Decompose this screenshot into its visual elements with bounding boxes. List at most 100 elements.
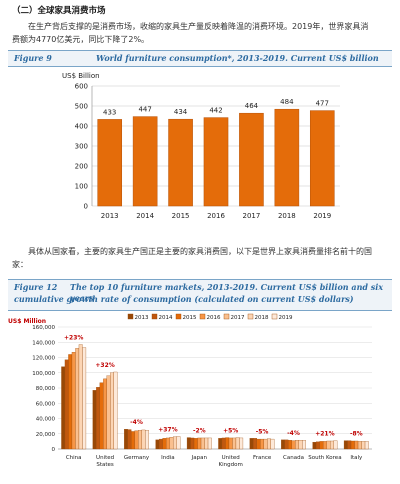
figure-12-xtick-label: Japan xyxy=(191,455,208,461)
figure-12-bar-france-2017 xyxy=(263,438,268,450)
figure-12-bar-italy-2015 xyxy=(350,440,355,450)
figure-12-ytick-label: 140,000 xyxy=(32,340,55,346)
figure-12-bar-united-kingdom-2015 xyxy=(225,437,230,450)
figure-12-bar-india-2015 xyxy=(162,438,167,450)
figure-12-legend-swatch-2019 xyxy=(271,313,278,320)
second-line-1: 具体从国家看，主要的家具生产国正是主要的家具消费国，以下是世界上家具消费量排名前… xyxy=(28,247,372,256)
figure-12-bar-india-2019 xyxy=(176,436,181,450)
figure-12-legend-swatch-2014 xyxy=(151,313,158,320)
intro-paragraph: 在生产背后支撑的是消费市场，收缩的家具生产量反映着降温的消费环境。2019年，世… xyxy=(12,20,392,46)
figure-12-bar-united-states-2014 xyxy=(96,387,101,450)
figure-12-bar-united-kingdom-2013 xyxy=(218,438,223,450)
figure-12-ytick-label: 60,000 xyxy=(36,401,56,407)
figure-12-bar-canada-2019 xyxy=(302,440,306,450)
figure-12-growth-label: -2% xyxy=(193,428,206,435)
figure-9-xtick-label: 2013 xyxy=(101,212,119,220)
figure-12-bar-india-2018 xyxy=(172,436,177,450)
figure-12-bar-canada-2018 xyxy=(298,440,303,450)
figure-9-data-label: 433 xyxy=(103,108,116,116)
figure-9-bar-2018 xyxy=(274,108,300,207)
figure-12-bar-united-states-2013 xyxy=(92,390,97,450)
figure-12-bar-south-korea-2017 xyxy=(326,440,331,450)
second-paragraph: 具体从国家看，主要的家具生产国正是主要的家具消费国，以下是世界上家具消费量排名前… xyxy=(12,245,392,271)
figure-12-bar-japan-2015 xyxy=(193,438,198,450)
figure-12-bar-france-2019 xyxy=(270,438,275,450)
figure-9-xtick-label: 2018 xyxy=(278,212,296,220)
figure-9-bar-2013 xyxy=(97,119,123,207)
figure-12-xtick-label: United xyxy=(222,455,240,461)
figure-12-bar-italy-2014 xyxy=(347,440,352,450)
figure-12-header: Figure 12 The top 10 furniture markets, … xyxy=(8,279,392,311)
figure-12-bar-france-2014 xyxy=(253,438,258,450)
figure-12-ytick-label: 20,000 xyxy=(36,432,56,438)
figure-9-data-label: 434 xyxy=(174,108,188,116)
figure-9-xtick-label: 2017 xyxy=(243,212,261,220)
figure-12-legend-label: 2019 xyxy=(279,315,293,321)
figure-12-bar-china-2018 xyxy=(78,344,83,450)
figure-12-bar-south-korea-2016 xyxy=(323,441,327,450)
figure-12-legend-label: 2014 xyxy=(159,315,173,321)
figure-9-bar-2016 xyxy=(203,117,229,207)
intro-line-2: 费额为4770亿美元，同比下降了2%。 xyxy=(12,35,150,44)
figure-12-bar-canada-2016 xyxy=(291,440,296,450)
figure-12-xtick-label: South Korea xyxy=(308,455,341,461)
figure-12-growth-label: +37% xyxy=(158,426,177,433)
figure-12-bar-south-korea-2015 xyxy=(319,441,324,450)
figure-12-bar-united-states-2016 xyxy=(103,378,107,450)
figure-9-xtick-label: 2014 xyxy=(136,212,154,220)
figure-12-xtick-label: India xyxy=(161,455,175,461)
figure-12-bar-france-2018 xyxy=(267,438,271,450)
figure-12-bar-south-korea-2014 xyxy=(316,441,320,450)
figure-12-xtick-label: Germany xyxy=(124,455,150,461)
figure-9-data-label: 442 xyxy=(209,107,222,115)
figure-12-growth-label: +5% xyxy=(223,428,238,435)
figure-12-bar-germany-2016 xyxy=(134,430,139,450)
figure-12-bar-china-2015 xyxy=(68,354,73,450)
figure-12-xtick-label: Kingdom xyxy=(219,462,243,468)
figure-12-ytick-label: 100,000 xyxy=(32,371,55,377)
figure-12-legend-swatch-2018 xyxy=(247,313,254,320)
figure-12-chart: US$ Million 2013 2014 2015 2016 2017 2018 2019… xyxy=(8,313,372,468)
figure-9-title: World furniture consumption*, 2013-2019.… xyxy=(96,53,379,63)
figure-9-xtick-label: 2016 xyxy=(207,212,225,220)
figure-12-growth-label: +21% xyxy=(315,431,334,438)
figure-12-bar-italy-2018 xyxy=(361,441,366,450)
figure-12-bar-united-kingdom-2016 xyxy=(228,437,233,450)
figure-12-bar-united-states-2018 xyxy=(110,372,114,450)
figure-12-xtick-label: China xyxy=(66,455,82,461)
figure-12-bar-india-2014 xyxy=(159,438,163,450)
figure-12-legend-swatch-2015 xyxy=(175,313,182,320)
figure-12-xtick-label: Italy xyxy=(350,455,363,461)
figure-9-ytick-label: 0 xyxy=(84,203,88,211)
figure-12-bar-india-2017 xyxy=(169,437,174,450)
figure-12-bar-japan-2016 xyxy=(197,437,202,450)
figure-12-bar-japan-2017 xyxy=(200,437,205,450)
figure-9-data-label: 447 xyxy=(138,106,151,114)
figure-12-bar-france-2013 xyxy=(249,438,254,450)
figure-12-bar-canada-2013 xyxy=(281,439,285,450)
figure-12-bar-italy-2019 xyxy=(364,441,369,450)
figure-9-bar-2014 xyxy=(132,116,158,207)
figure-9-bar-2019 xyxy=(309,110,335,207)
figure-12-bar-united-states-2015 xyxy=(99,382,104,450)
figure-12-bar-japan-2018 xyxy=(204,437,209,450)
figure-12-legend-swatch-2017 xyxy=(223,313,230,320)
figure-12-bar-india-2016 xyxy=(166,437,170,450)
figure-12-ytick-label: 80,000 xyxy=(36,386,56,392)
figure-12-bar-united-states-2019 xyxy=(113,371,118,450)
figure-12-bar-canada-2014 xyxy=(284,439,289,450)
figure-12-growth-label: -5% xyxy=(256,428,269,435)
figure-12-bar-france-2016 xyxy=(260,438,264,450)
figure-12-ytick-label: 0 xyxy=(52,447,56,453)
figure-12-bar-germany-2013 xyxy=(124,429,128,450)
figure-12-bar-canada-2015 xyxy=(288,440,292,450)
figure-12-bar-italy-2013 xyxy=(343,440,348,450)
section-title: （二）全球家具消费市场 xyxy=(12,6,106,16)
figure-12-title-line-1: The top 10 furniture markets, 2013-2019.… xyxy=(70,282,384,303)
figure-12-growth-label: -4% xyxy=(287,430,300,437)
figure-12-bar-italy-2016 xyxy=(354,440,359,450)
figure-9-bar-2015 xyxy=(168,118,193,207)
figure-9-xtick-label: 2019 xyxy=(313,212,331,220)
figure-12-legend-label: 2013 xyxy=(135,315,149,321)
second-line-2: 家： xyxy=(12,260,28,269)
